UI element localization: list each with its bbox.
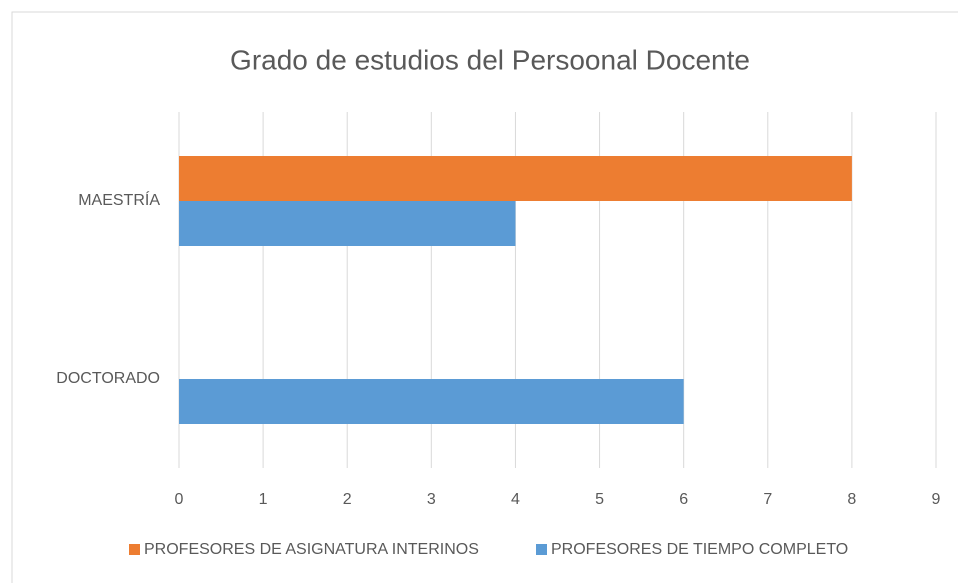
x-tick-label: 2 <box>343 491 352 508</box>
bar <box>179 156 852 201</box>
x-tick-label: 9 <box>932 491 941 508</box>
legend-label: PROFESORES DE ASIGNATURA INTERINOS <box>144 541 479 558</box>
x-tick-label: 4 <box>511 491 520 508</box>
x-tick-label: 5 <box>595 491 604 508</box>
y-tick-label: MAESTRÍA <box>78 190 160 209</box>
x-tick-label: 3 <box>427 491 436 508</box>
bar <box>179 379 684 424</box>
legend-swatch <box>129 544 140 555</box>
x-tick-label: 8 <box>847 491 856 508</box>
x-tick-label: 6 <box>679 491 688 508</box>
chart-title: Grado de estudios del Persoonal Docente <box>230 44 750 75</box>
x-tick-label: 0 <box>175 491 184 508</box>
x-tick-label: 1 <box>259 491 268 508</box>
bar <box>179 201 516 246</box>
chart-frame <box>11 11 958 583</box>
x-tick-label: 7 <box>763 491 772 508</box>
y-tick-label: DOCTORADO <box>56 370 160 387</box>
legend-swatch <box>536 544 547 555</box>
legend-label: PROFESORES DE TIEMPO COMPLETO <box>551 541 848 558</box>
